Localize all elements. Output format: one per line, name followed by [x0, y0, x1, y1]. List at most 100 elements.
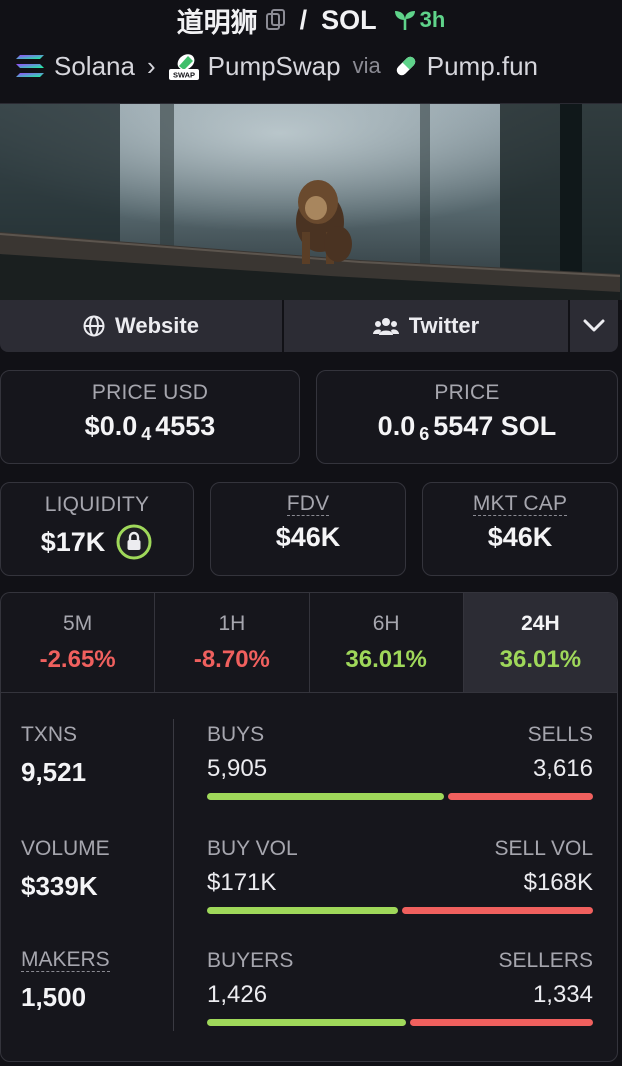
tab-5m-label: 5M	[63, 611, 93, 635]
via-label: via	[352, 53, 381, 78]
more-links-button[interactable]	[570, 300, 618, 352]
pumpswap-icon: SWAP	[168, 51, 200, 81]
price-usd-zero-count: 4	[141, 424, 152, 444]
tab-24h[interactable]: 24H 36.01%	[463, 593, 617, 692]
timeframe-tabs: 5M -2.65% 1H -8.70% 6H 36.01% 24H 36.01%	[0, 592, 618, 692]
price-native-digits: 5547 SOL	[433, 411, 557, 441]
dex-badge-text: SWAP	[173, 71, 195, 80]
price-usd-digits: 4553	[155, 411, 216, 441]
txns-stat: TXNS 9,521	[21, 723, 86, 788]
pair-header: 道明狮 / SOL 3h Solana › SWAP PumpSwap via	[0, 0, 622, 104]
price-native-value: 0.0 6 5547 SOL	[377, 411, 557, 444]
copy-icon[interactable]	[265, 9, 286, 31]
chain-link[interactable]: Solana	[54, 50, 135, 81]
token-name: 道明狮	[176, 7, 258, 39]
liquidity-value-row: $17K	[41, 523, 154, 561]
buyers-bar	[207, 1019, 406, 1026]
twitter-label: Twitter	[408, 313, 480, 338]
sells-label: SELLS	[527, 723, 593, 746]
social-links: Website Twitter	[0, 300, 618, 352]
buys-value: 5,905	[207, 755, 268, 782]
tab-6h-label: 6H	[372, 611, 400, 635]
txns-label: TXNS	[21, 723, 78, 746]
sellers-label: SELLERS	[498, 949, 593, 972]
chevron-down-icon	[583, 319, 605, 333]
price-native-card: PRICE 0.0 6 5547 SOL	[316, 370, 618, 464]
sell-vol-label: SELL VOL	[494, 837, 593, 860]
tab-5m-change: -2.65%	[39, 645, 116, 673]
globe-icon	[83, 315, 105, 337]
pair-title: 道明狮 / SOL 3h	[0, 2, 622, 39]
launchpad-link[interactable]: Pump.fun	[426, 50, 539, 81]
tab-1h-change: -8.70%	[193, 645, 270, 673]
trade-stats: TXNS 9,521 VOLUME $339K MAKERS 1,500 BUY…	[0, 692, 618, 1062]
solana-icon	[14, 53, 46, 79]
website-label: Website	[115, 313, 199, 338]
twitter-button[interactable]: Twitter	[284, 300, 568, 352]
tab-1h-label: 1H	[218, 611, 246, 635]
dex-link[interactable]: PumpSwap	[207, 50, 341, 81]
buys-sells-ratio-bar	[207, 793, 593, 800]
age-value: 3h	[419, 7, 446, 32]
sells-value: 3,616	[532, 755, 593, 782]
quote-token: SOL	[321, 4, 377, 35]
buys-label: BUYS	[207, 723, 265, 746]
buyers-value: 1,426	[207, 981, 268, 1008]
volume-label: VOLUME	[21, 837, 110, 860]
sell-vol-value: $168K	[523, 869, 593, 896]
price-usd-card: PRICE USD $0.0 4 4553	[0, 370, 300, 464]
pill-icon	[393, 53, 419, 79]
market-cap-value: $46K	[487, 522, 553, 552]
market-cap-card: MKT CAP $46K	[422, 482, 618, 576]
tab-24h-change: 36.01%	[499, 645, 582, 673]
buy-sell-volume-stat: BUY VOL SELL VOL $171K $168K	[207, 837, 593, 914]
tab-5m[interactable]: 5M -2.65%	[1, 593, 156, 692]
buy-vol-bar	[207, 907, 398, 914]
liquidity-card: LIQUIDITY $17K	[0, 482, 194, 576]
buyers-sellers-ratio-bar	[207, 1019, 593, 1026]
stats-divider	[173, 719, 174, 1031]
price-native-prefix: 0.0	[377, 411, 416, 441]
pair-age: 3h	[393, 7, 446, 33]
breadcrumb: Solana › SWAP PumpSwap via Pump.fun	[14, 46, 608, 86]
price-usd-label: PRICE USD	[91, 381, 209, 404]
price-native-label: PRICE	[434, 381, 500, 404]
txns-value: 9,521	[21, 757, 87, 787]
makers-stat: MAKERS 1,500	[21, 949, 110, 1013]
buyers-label: BUYERS	[207, 949, 294, 972]
liquidity-value: $17K	[40, 526, 106, 557]
buy-vol-value: $171K	[207, 869, 277, 896]
makers-label[interactable]: MAKERS	[21, 948, 110, 972]
liquidity-label: LIQUIDITY	[44, 493, 150, 516]
chevron-right-icon: ›	[146, 50, 156, 81]
buys-sells-stat: BUYS SELLS 5,905 3,616	[207, 723, 593, 800]
sells-bar	[448, 793, 593, 800]
pair-separator: /	[299, 4, 308, 35]
volume-value: $339K	[21, 871, 98, 901]
buy-vol-label: BUY VOL	[207, 837, 298, 860]
fdv-label[interactable]: FDV	[286, 492, 330, 516]
price-native-zero-count: 6	[419, 424, 430, 444]
volume-stat: VOLUME $339K	[21, 837, 110, 902]
sellers-bar	[410, 1019, 593, 1026]
market-cap-label[interactable]: MKT CAP	[472, 492, 568, 516]
website-button[interactable]: Website	[0, 300, 282, 352]
buy-sell-volume-ratio-bar	[207, 907, 593, 914]
seedling-icon	[393, 9, 417, 31]
tab-1h[interactable]: 1H -8.70%	[155, 593, 310, 692]
sell-vol-bar	[402, 907, 593, 914]
price-usd-prefix: $0.0	[84, 411, 138, 441]
sellers-value: 1,334	[532, 981, 593, 1008]
fdv-card: FDV $46K	[210, 482, 406, 576]
fdv-value: $46K	[275, 522, 341, 552]
lock-icon[interactable]	[115, 523, 153, 561]
price-usd-value: $0.0 4 4553	[84, 411, 216, 444]
users-icon	[372, 316, 399, 336]
tab-6h[interactable]: 6H 36.01%	[310, 593, 464, 692]
makers-value: 1,500	[21, 982, 87, 1012]
buyers-sellers-stat: BUYERS SELLERS 1,426 1,334	[207, 949, 593, 1026]
tab-24h-label: 24H	[521, 611, 560, 635]
tab-6h-change: 36.01%	[345, 645, 427, 673]
token-banner-image	[0, 104, 622, 300]
buys-bar	[207, 793, 444, 800]
